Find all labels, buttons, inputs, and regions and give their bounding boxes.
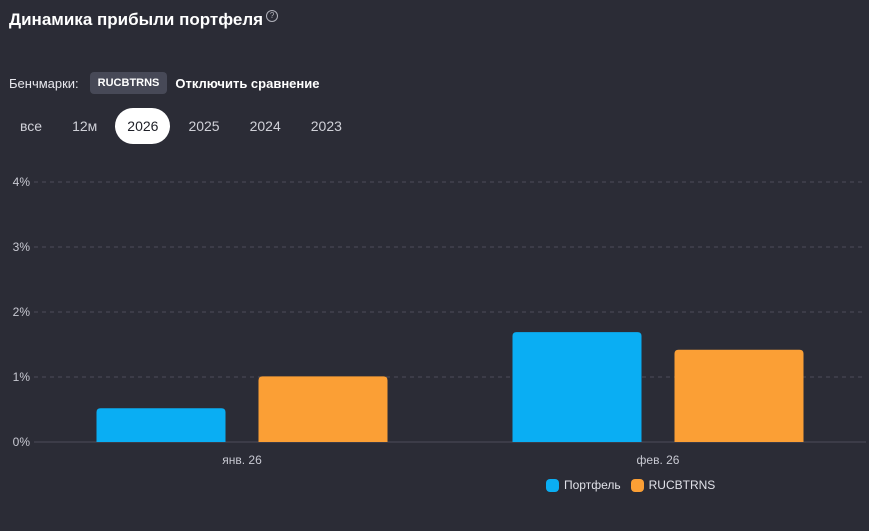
- period-tab-2024[interactable]: 2024: [249, 118, 281, 134]
- period-tab-2026[interactable]: 2026: [115, 108, 171, 144]
- period-tabs: все 12м 2026 2025 2024 2023: [8, 108, 360, 144]
- profit-chart: 0% 1% 2% 3% 4% янв. 26 фев. 26: [13, 175, 866, 467]
- disable-comparison-button[interactable]: Отключить сравнение: [175, 75, 320, 91]
- bar-benchmark[interactable]: [258, 376, 388, 442]
- bar-portfolio[interactable]: [96, 408, 226, 442]
- page-title: Динамика прибыли портфеля: [9, 10, 264, 29]
- legend-item-portfolio[interactable]: Портфель: [546, 478, 621, 492]
- period-tab-2023[interactable]: 2023: [310, 118, 342, 134]
- legend-item-benchmark[interactable]: RUCBTRNS: [630, 478, 716, 492]
- legend-label-portfolio: Портфель: [564, 478, 621, 492]
- chart-legend: Портфель RUCBTRNS: [546, 478, 725, 492]
- y-tick-label: 3%: [13, 240, 31, 254]
- legend-swatch-portfolio: [546, 478, 559, 492]
- y-tick-label: 4%: [13, 175, 31, 189]
- y-tick-label: 2%: [13, 305, 31, 319]
- legend-label-benchmark: RUCBTRNS: [648, 478, 716, 492]
- period-tab-2025[interactable]: 2025: [188, 118, 220, 134]
- bar-portfolio[interactable]: [512, 332, 642, 442]
- x-tick-label: янв. 26: [222, 453, 262, 467]
- y-tick-label: 1%: [13, 370, 31, 384]
- period-tab-all[interactable]: все: [20, 118, 43, 134]
- bar-benchmark[interactable]: [674, 349, 804, 442]
- legend-swatch-benchmark: [630, 478, 644, 492]
- x-tick-label: фев. 26: [637, 453, 680, 467]
- benchmark-row: Бенчмарки: RUCBTRNS Отключить сравнение: [9, 71, 319, 95]
- y-tick-label: 0%: [13, 435, 31, 449]
- benchmark-chip[interactable]: RUCBTRNS: [89, 72, 168, 94]
- chart-header: Динамика прибыли портфеля ?: [9, 8, 279, 32]
- help-icon[interactable]: ?: [266, 10, 279, 22]
- period-tab-12m[interactable]: 12м: [72, 118, 98, 134]
- benchmark-label: Бенчмарки:: [9, 75, 79, 91]
